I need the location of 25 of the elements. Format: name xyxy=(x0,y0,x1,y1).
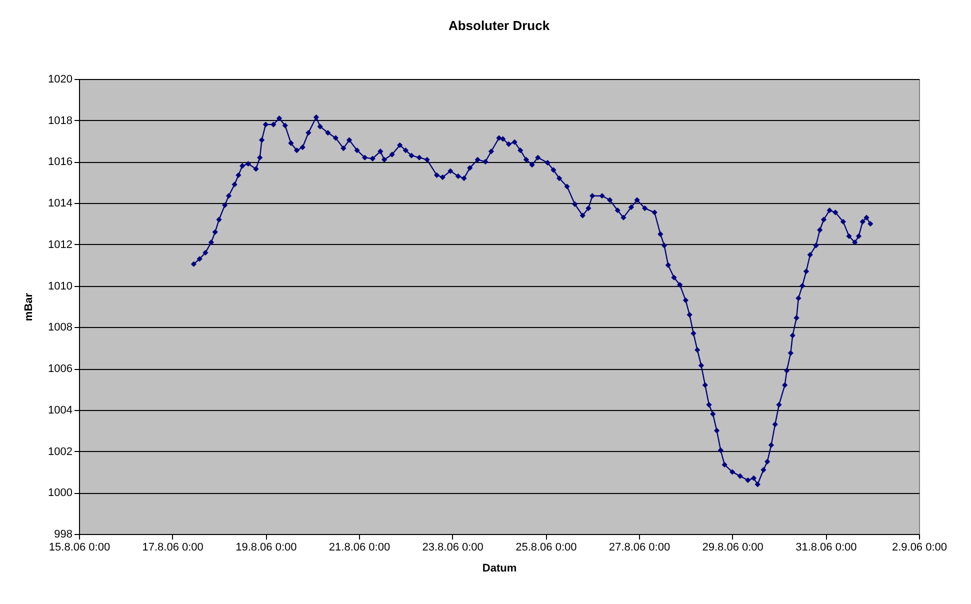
x-tick-label: 17.8.06 0:00 xyxy=(142,542,204,554)
y-tick-label: 1002 xyxy=(48,446,72,458)
y-tick-label: 1006 xyxy=(48,363,72,376)
x-tick-label: 31.8.06 0:00 xyxy=(796,542,857,554)
x-tick-label: 23.8.06 0:00 xyxy=(422,542,484,554)
x-tick-label: 27.8.06 0:00 xyxy=(608,542,670,554)
x-tick-label: 19.8.06 0:00 xyxy=(236,542,297,554)
x-axis-title: Datum xyxy=(482,562,517,574)
x-tick-label: 25.8.06 0:00 xyxy=(516,542,577,554)
y-tick-label: 1020 xyxy=(48,74,72,86)
x-tick-label: 2.9.06 0:00 xyxy=(892,542,948,554)
y-axis-title: mBar xyxy=(23,292,36,322)
y-tick-label: 1000 xyxy=(48,487,72,500)
chart-title: Absoluter Druck xyxy=(448,18,550,33)
y-tick-label: 1004 xyxy=(48,404,72,416)
y-tick-label: 1018 xyxy=(48,114,72,127)
x-tick-label: 21.8.06 0:00 xyxy=(328,542,390,554)
y-tick-label: 998 xyxy=(54,528,72,540)
y-tick-label: 1008 xyxy=(48,322,72,334)
x-tick-label: 15.8.06 0:00 xyxy=(48,542,110,554)
x-tick-label: 29.8.06 0:00 xyxy=(702,542,764,554)
y-tick-label: 1014 xyxy=(48,198,72,210)
y-tick-label: 1016 xyxy=(48,156,72,168)
y-tick-label: 1012 xyxy=(48,238,72,251)
y-tick-label: 1010 xyxy=(48,280,72,292)
